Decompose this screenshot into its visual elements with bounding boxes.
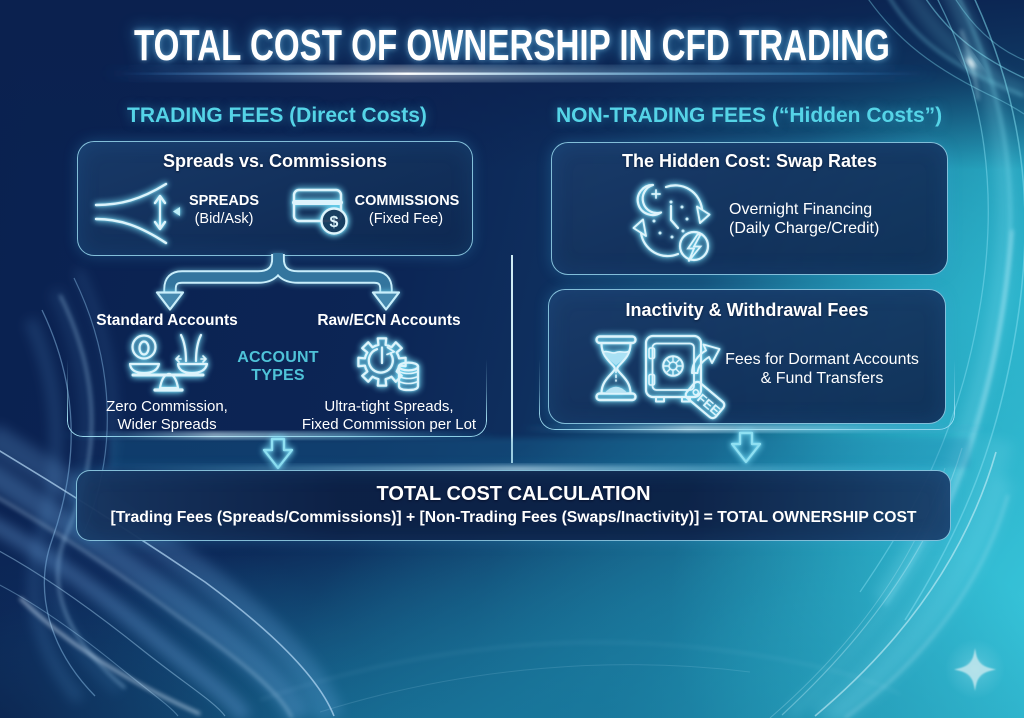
svg-text:$: $	[330, 214, 339, 231]
